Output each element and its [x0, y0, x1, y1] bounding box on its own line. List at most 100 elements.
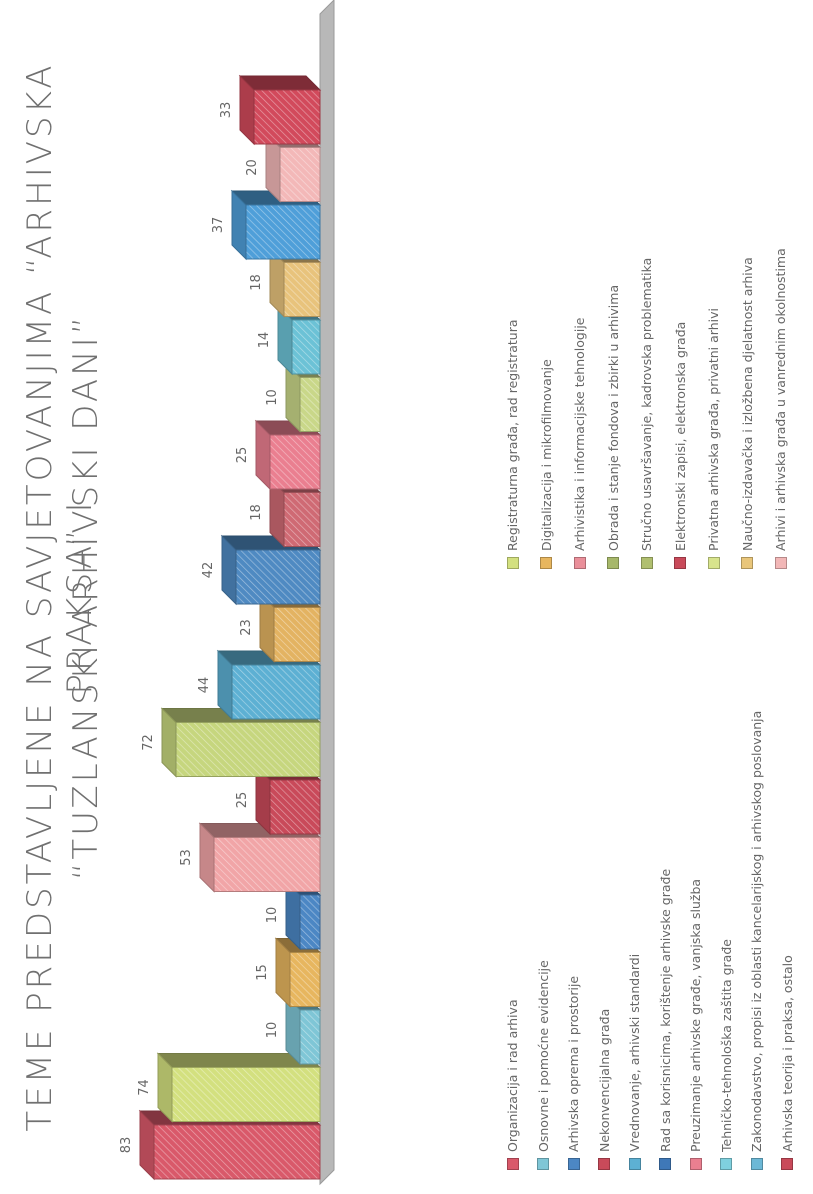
bar-front [289, 952, 321, 1007]
legend-item: Privatna arhivska građa, privatni arhivi [706, 308, 721, 569]
legend-label: Nekonvencijalna građa [596, 1008, 612, 1152]
value-label: 53 [179, 849, 194, 866]
legend-label: Preuzimanje arhivske građe, vanjska služ… [688, 878, 703, 1152]
legend-swatch [607, 557, 619, 569]
bar-front [175, 722, 321, 777]
legend-item: Preuzimanje arhivske građe, vanjska služ… [688, 879, 703, 1170]
legend-item: Nekonvencijalna građa [597, 1009, 612, 1170]
legend-swatch [640, 557, 653, 569]
bar-front [213, 837, 321, 892]
value-label: 10 [265, 389, 280, 406]
bar-top [221, 534, 237, 606]
bar-5: Preuzimanje arhivske građe, vanjska služ… [284, 879, 322, 951]
legend-item: Zakonodavstvo, propisi iz oblasti kancel… [749, 711, 764, 1170]
legend-label: Stručno usavršavanje, kadrovska problema… [639, 257, 654, 551]
legend-swatch [750, 1158, 763, 1170]
legend-label: Registraturna građa, rad registratura [505, 319, 520, 551]
legend-label: Vrednovanje, arhivski standardi [627, 953, 642, 1152]
bar-front [269, 779, 321, 835]
value-label: 18 [249, 274, 264, 291]
bar-front [291, 319, 321, 375]
legend-item: Registraturna građa, rad registratura [505, 319, 520, 569]
legend-label: Organizacija i rad arhiva [505, 999, 520, 1152]
bar-front [279, 147, 321, 202]
value-label: 25 [235, 792, 250, 809]
legend-item: Elektronski zapisi, elektronska građa [673, 322, 688, 569]
bar-top [157, 1052, 173, 1123]
bar-front [299, 377, 321, 432]
value-label: 33 [219, 102, 234, 119]
bar-19: Arhivi i arhivska građa u vanrednim okol… [238, 74, 322, 146]
bar-top [161, 707, 177, 778]
value-label: 74 [137, 1079, 152, 1096]
value-label: 10 [265, 1022, 280, 1039]
legend-item: Naučno-izdavačka i izložbena djelatnost … [740, 257, 755, 569]
legend-item: Osnovne i pomoćne evidencije [536, 960, 551, 1170]
legend-item: Organizacija i rad arhiva [505, 999, 520, 1170]
bar-front [153, 1124, 321, 1180]
value-labels-group: 83 74 10 15 10 53 25 72 44 23 42 18 25 10 14 18 37 20 33 [119, 102, 280, 1154]
legend-label: Obrada i stanje fondova i zbirki u arhiv… [605, 284, 621, 551]
value-label: 44 [197, 677, 212, 694]
legend-swatch [573, 557, 586, 569]
bar-top [139, 1109, 155, 1181]
value-label: 23 [239, 619, 254, 636]
legend-item: Rad sa korisnicima, korištenje arhivske … [658, 869, 673, 1170]
bar-front [253, 89, 321, 145]
bar-top [217, 649, 233, 721]
legend-label: Osnovne i pomoćne evidencije [535, 960, 551, 1152]
bar-front [283, 262, 321, 317]
legend-swatch [537, 1158, 549, 1170]
value-label: 18 [249, 504, 264, 521]
legend-swatch [567, 1158, 580, 1170]
value-label: 20 [245, 159, 260, 176]
legend-swatch [598, 1158, 610, 1170]
bar-front [245, 204, 321, 260]
legend-swatch [674, 557, 686, 569]
legend-swatch [628, 1158, 641, 1170]
chart-floor [319, 0, 335, 1186]
legend-swatch [506, 1158, 519, 1170]
legend-swatch [540, 557, 552, 569]
legend-label: Rad sa korisnicima, korištenje arhivske … [657, 868, 673, 1152]
legend-label: Digitalizacija i mikrofilmovanje [538, 359, 554, 551]
legend-swatch [689, 1158, 702, 1170]
legend-label: Arhivistika i informacijske tehnologije [572, 317, 587, 551]
bar-front [299, 1009, 321, 1065]
legend-swatch [720, 1158, 732, 1170]
bar-front [273, 607, 321, 662]
bar-top [239, 74, 255, 146]
legend-item: Tehničko-tehnološka zaštita građe [719, 939, 734, 1170]
bar-2: Organizacija i rad arhiva: 74 [156, 1052, 322, 1123]
bar-front [299, 894, 321, 950]
legend-label: Arhivi i arhivska građa u vanrednim okol… [773, 248, 788, 551]
bar-top [255, 419, 271, 491]
bar-front [269, 434, 321, 490]
legend-label: Naučno-izdavačka i izložbena djelatnost … [739, 257, 755, 551]
legend-label: Privatna arhivska građa, privatni arhivi [706, 308, 721, 551]
legend-swatch [774, 557, 787, 569]
bar-front [231, 664, 321, 720]
value-label: 37 [211, 217, 226, 234]
bar-top [275, 937, 291, 1008]
value-label: 83 [119, 1137, 134, 1154]
bar-top [231, 189, 247, 261]
legend-item: Stručno usavršavanje, kadrovska problema… [639, 258, 654, 569]
legend-label: Zakonodavstvo, propisi iz oblasti kancel… [749, 710, 764, 1152]
bar-front [235, 549, 321, 605]
legend-swatch [659, 1158, 671, 1170]
legend-label: Arhivska oprema i prostorije [566, 975, 581, 1152]
legend-item: Vrednovanje, arhivski standardi [627, 954, 642, 1170]
value-label: 72 [141, 734, 156, 751]
legend-item: Digitalizacija i mikrofilmovanje [539, 359, 554, 569]
bar-top [199, 822, 215, 893]
legend-label: Tehničko-tehnološka zaštita građe [718, 939, 734, 1152]
legend-item: Arhivska oprema i prostorije [566, 976, 581, 1170]
legend-item: Arhivska teorija i praksa, ostalo [780, 955, 795, 1170]
legend-swatch [707, 557, 720, 569]
legend-swatch [781, 1158, 793, 1170]
value-label: 25 [235, 447, 250, 464]
